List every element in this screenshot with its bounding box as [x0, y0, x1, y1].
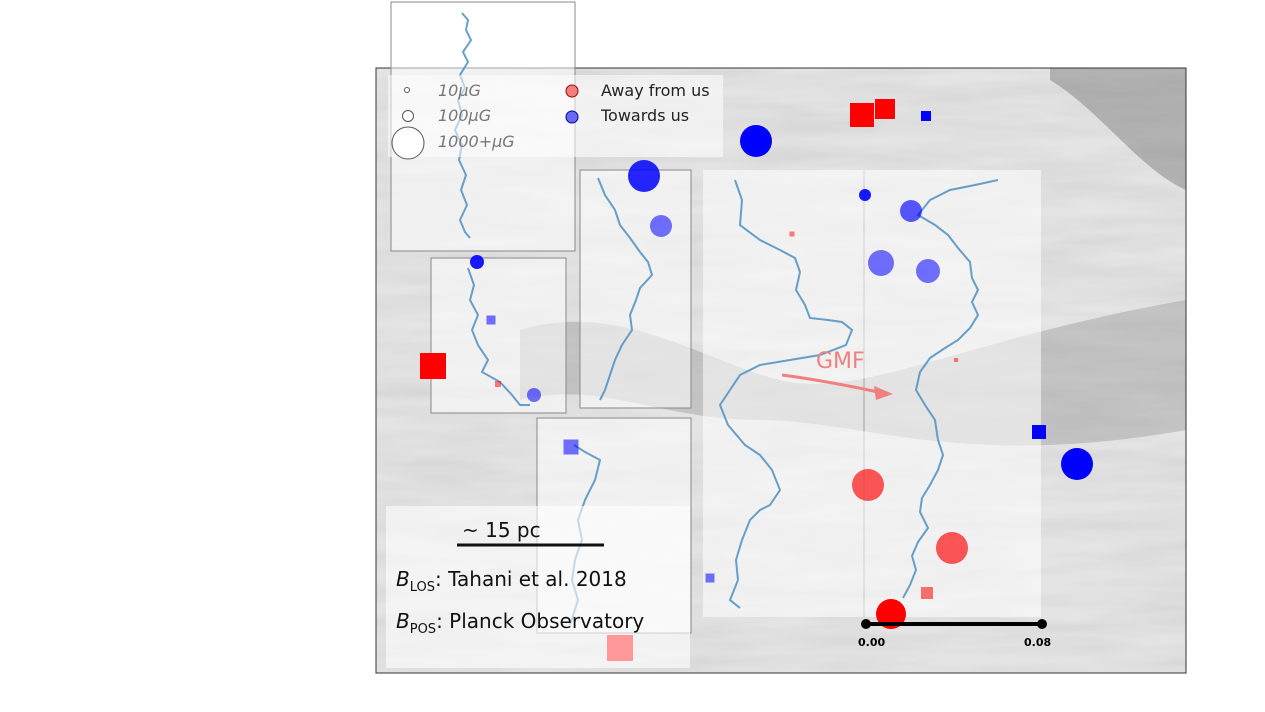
- bpos-line: BPOS: Planck Observatory: [396, 609, 644, 637]
- profile-axis-start-dot: [861, 619, 871, 629]
- legend-size-marker-medium: [402, 110, 414, 122]
- profile-axis-end-dot: [1037, 619, 1047, 629]
- profile-curve-6: [902, 179, 999, 599]
- panel-5: [703, 170, 863, 617]
- marker-towards-circle-16: [527, 388, 541, 402]
- legend-away-marker: [565, 84, 579, 98]
- legend-box: [388, 75, 723, 157]
- marker-towards-circle-4: [740, 125, 772, 157]
- profile-curve-5: [718, 179, 854, 609]
- marker-away-circle-24: [876, 599, 906, 629]
- marker-away-square-14: [420, 353, 446, 379]
- blos-line: BLOS: Tahani et al. 2018: [396, 567, 627, 595]
- profile-curve-3: [597, 177, 654, 401]
- legend-size-label-medium: 100μG: [438, 106, 491, 125]
- bpos-source: Planck Observatory: [449, 609, 644, 633]
- blos-source: Tahani et al. 2018: [447, 567, 627, 591]
- marker-towards-circle-10: [916, 259, 940, 283]
- gmf-arrow-head: [874, 386, 893, 400]
- profile-axis: 0.00 0.08: [858, 619, 1051, 649]
- marker-away-square-15: [495, 381, 501, 387]
- panel-3: [579, 169, 692, 409]
- info-box-bg: [386, 506, 690, 668]
- marker-towards-circle-9: [868, 250, 894, 276]
- marker-towards-circle-12: [470, 255, 484, 269]
- scale-bar-label: ~ 15 pc: [462, 518, 541, 542]
- legend-size-label-small: 10μG: [438, 81, 481, 100]
- profile-axis-tick-start: 0.00: [858, 636, 885, 649]
- legend-size-marker-large: [391, 126, 425, 160]
- map-frame: [375, 67, 1187, 674]
- marker-towards-square-3: [921, 111, 931, 121]
- legend-away-label: Away from us: [601, 81, 710, 100]
- legend-size-marker-small: [404, 87, 410, 93]
- marker-away-square-26: [954, 358, 958, 362]
- legend-towards-marker: [565, 110, 579, 124]
- marker-towards-circle-7: [859, 189, 871, 201]
- marker-away-circle-21: [936, 532, 968, 564]
- legend: 10μG 100μG 1000+μG Away from us Towards …: [388, 75, 723, 160]
- marker-away-square-11: [789, 231, 795, 237]
- marker-away-square-1: [850, 103, 874, 127]
- gmf-label: GMF: [816, 349, 865, 374]
- profile-axis-tick-end: 0.08: [1024, 636, 1051, 649]
- marker-away-circle-20: [852, 469, 884, 501]
- data-markers: [420, 99, 1093, 661]
- marker-towards-circle-6: [650, 215, 672, 237]
- marker-towards-square-17: [563, 439, 579, 455]
- legend-size-label-large: 1000+μG: [438, 132, 515, 151]
- marker-towards-square-13: [486, 315, 496, 325]
- legend-towards-label: Towards us: [600, 106, 689, 125]
- marker-away-square-2: [875, 99, 895, 119]
- marker-away-square-22: [921, 587, 933, 599]
- panel-2: [430, 257, 567, 414]
- profile-curve-2: [467, 267, 530, 406]
- gmf-annotation: GMF: [781, 349, 893, 400]
- marker-towards-circle-19: [1061, 448, 1093, 480]
- marker-towards-circle-8: [900, 200, 922, 222]
- marker-towards-square-18: [1032, 425, 1046, 439]
- info-box: ~ 15 pc BLOS: Tahani et al. 2018 BPOS: P…: [386, 506, 690, 668]
- marker-towards-square-23: [705, 573, 715, 583]
- gmf-arrow-shaft: [781, 373, 879, 394]
- marker-towards-circle-5: [628, 160, 660, 192]
